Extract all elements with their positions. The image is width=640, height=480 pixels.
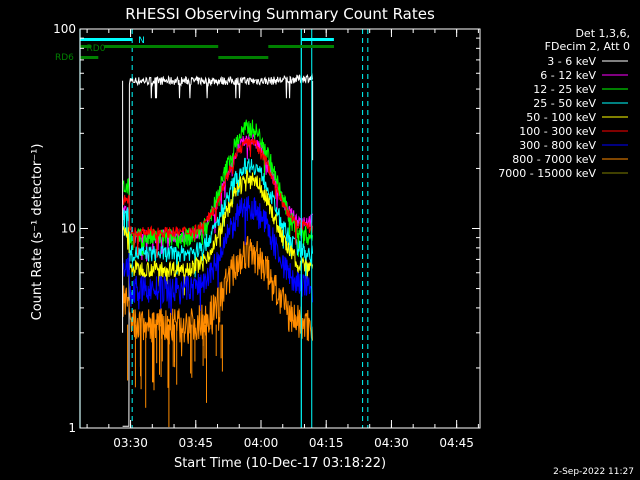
flag-label: RD0 <box>87 44 106 54</box>
date-stamp: 2-Sep-2022 11:27 <box>553 467 634 477</box>
flag-bar-segment <box>104 45 219 48</box>
y-axis-label-main: Count Rate (s⁻¹ detector⁻¹) <box>30 144 45 321</box>
flag-label: RD6 <box>55 53 74 63</box>
axes-layer: 1 10 100 03:30 03:45 04:00 04:15 04:30 04:45 <box>53 22 481 450</box>
series-line-7 <box>122 235 313 357</box>
x-tick-label: 04:30 <box>374 436 409 450</box>
series-line-4 <box>122 168 313 296</box>
flag-bar-segment <box>268 45 334 48</box>
series-line-3 <box>122 157 313 279</box>
legend-entry-label: 6 - 12 keV <box>540 69 596 82</box>
flag-bar-segment <box>80 45 92 48</box>
y-axis-label: Count Rate (s⁻¹ detector⁻¹) <box>30 144 45 321</box>
series-layer <box>122 73 314 428</box>
flag-bar-segment <box>301 38 334 41</box>
x-tick-label: 04:15 <box>309 436 344 450</box>
series-line-5 <box>122 138 313 259</box>
legend-entry-label: 800 - 7000 keV <box>512 153 596 166</box>
flag-bars-layer: N RD0 RD6 <box>55 29 369 428</box>
legend-header: Det 1,3,6, <box>575 27 630 40</box>
chart-title: RHESSI Observing Summary Count Rates <box>125 5 435 23</box>
flag-bar-segment <box>218 56 269 59</box>
y-tick-label: 100 <box>53 22 76 36</box>
y-tick-label: 1 <box>68 421 76 435</box>
series-line-6 <box>122 196 313 316</box>
legend-entry-label: 12 - 25 keV <box>533 83 596 96</box>
x-tick-label: 03:45 <box>178 436 213 450</box>
legend-entry-label: 300 - 800 keV <box>519 139 596 152</box>
series-line-0 <box>122 73 313 427</box>
legend-entry-label: 100 - 300 keV <box>519 125 596 138</box>
x-tick-label: 03:30 <box>113 436 148 450</box>
legend-entry-label: 7000 - 15000 keV <box>498 167 596 180</box>
legend-entry-label: 50 - 100 keV <box>526 111 596 124</box>
flag-bar-segment <box>80 56 99 59</box>
x-tick-label: 04:00 <box>244 436 279 450</box>
legend-entry-label: 25 - 50 keV <box>533 97 596 110</box>
x-axis-label: Start Time (10-Dec-17 03:18:22) <box>174 456 386 471</box>
legend-entry-label: 3 - 6 keV <box>547 55 596 68</box>
legend-header: FDecim 2, Att 0 <box>545 40 630 53</box>
y-tick-label: 10 <box>61 222 76 236</box>
flag-label: N <box>138 36 145 46</box>
x-tick-label: 04:45 <box>439 436 474 450</box>
flag-bar-segment <box>80 38 133 41</box>
